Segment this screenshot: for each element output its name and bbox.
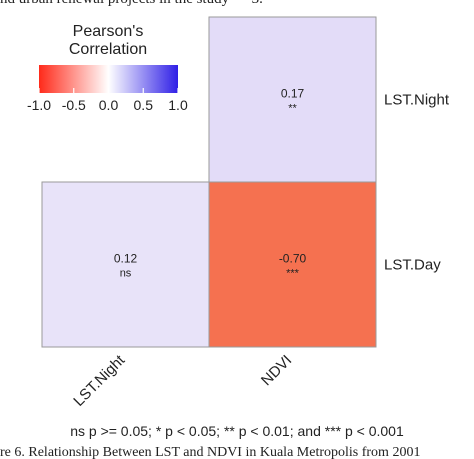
legend-tick-label: 0.5 (134, 97, 154, 113)
legend: Pearson's Correlation -1.0 -0.5 0.0 0.5 1.0 (27, 23, 188, 113)
cell-significance-label: ns (120, 268, 132, 280)
legend-tick-label: -0.5 (62, 97, 86, 113)
heatmap-cell (208, 181, 377, 348)
cell-value-label: -0.70 (279, 252, 307, 266)
legend-tick-label: 1.0 (168, 97, 188, 113)
significance-note: ns p >= 0.05; * p < 0.05; ** p < 0.01; a… (70, 423, 404, 439)
legend-title-line2: Correlation (69, 41, 147, 58)
top-caption: nd urban renewal projects in the study —… (0, 0, 474, 9)
x-axis-label: LST.Night (70, 351, 129, 410)
legend-tick-label: -1.0 (27, 97, 51, 113)
heatmap-cell (41, 181, 210, 348)
legend-tick-label: 0.0 (99, 97, 119, 113)
cell-significance-label: *** (286, 268, 300, 280)
x-axis-label: NDVI (258, 352, 295, 389)
y-axis-label: LST.Night (384, 92, 450, 109)
legend-title-line1: Pearson's (73, 23, 144, 40)
bottom-caption: re 6. Relationship Between LST and NDVI … (0, 445, 421, 459)
y-axis-label: LST.Day (384, 257, 441, 274)
cell-value-label: 0.17 (281, 87, 305, 101)
cell-significance-label: ** (288, 103, 297, 115)
cell-value-label: 0.12 (114, 252, 138, 266)
